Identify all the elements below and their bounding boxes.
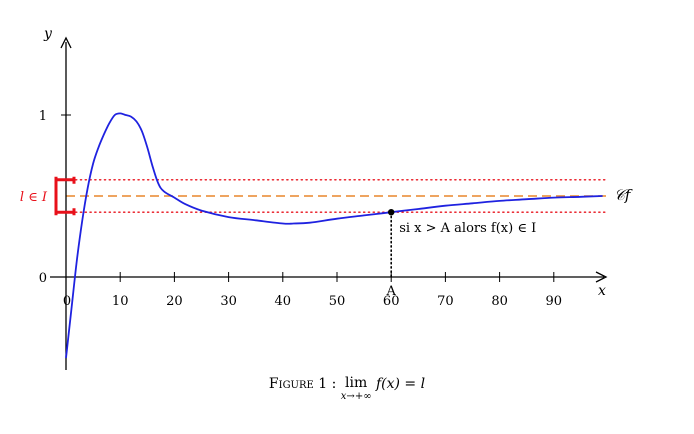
- caption-lim-sub: x→+∞: [340, 391, 372, 402]
- x-tick-label-20: 20: [166, 294, 183, 309]
- y-ticks: 01: [39, 109, 71, 286]
- y-tick-label-0: 0: [39, 271, 47, 286]
- x-tick-label-50: 50: [329, 294, 346, 309]
- threshold-point: [388, 209, 395, 216]
- figure-caption: Figure 1 : lim x→+∞ f(x) = l: [0, 376, 694, 402]
- y-axis-label: y: [43, 26, 53, 42]
- x-axis-arrow: [595, 271, 608, 283]
- y-axis-arrow: [60, 36, 72, 49]
- caption-limit: lim x→+∞: [341, 376, 372, 402]
- caption-label: Figure 1 :: [268, 376, 337, 392]
- caption-expr: f(x) = l: [375, 376, 426, 392]
- threshold-tick-label: A: [386, 284, 397, 299]
- annotation: si x > A alors f(x) ∈ I: [399, 221, 536, 236]
- x-tick-label-60: 60: [383, 294, 400, 309]
- x-ticks: 0 10 20 30 40 50 60 70 80 90: [63, 272, 562, 309]
- x-tick-label-40: 40: [275, 294, 292, 309]
- caption-lim: lim: [345, 375, 368, 391]
- x-tick-label-90: 90: [546, 294, 563, 309]
- x-tick-label-10: 10: [112, 294, 129, 309]
- curve-label: 𝒞f: [614, 186, 633, 204]
- x-tick-label-70: 70: [437, 294, 454, 309]
- limit-label: l ∈ I: [20, 190, 48, 205]
- x-tick-label-0: 0: [63, 294, 71, 309]
- x-tick-label-80: 80: [491, 294, 508, 309]
- y-tick-label-1: 1: [39, 109, 47, 124]
- curve-f: [65, 112, 603, 359]
- x-axis-label: x: [598, 283, 606, 299]
- x-tick-label-30: 30: [220, 294, 237, 309]
- interval-bracket: [54, 176, 76, 216]
